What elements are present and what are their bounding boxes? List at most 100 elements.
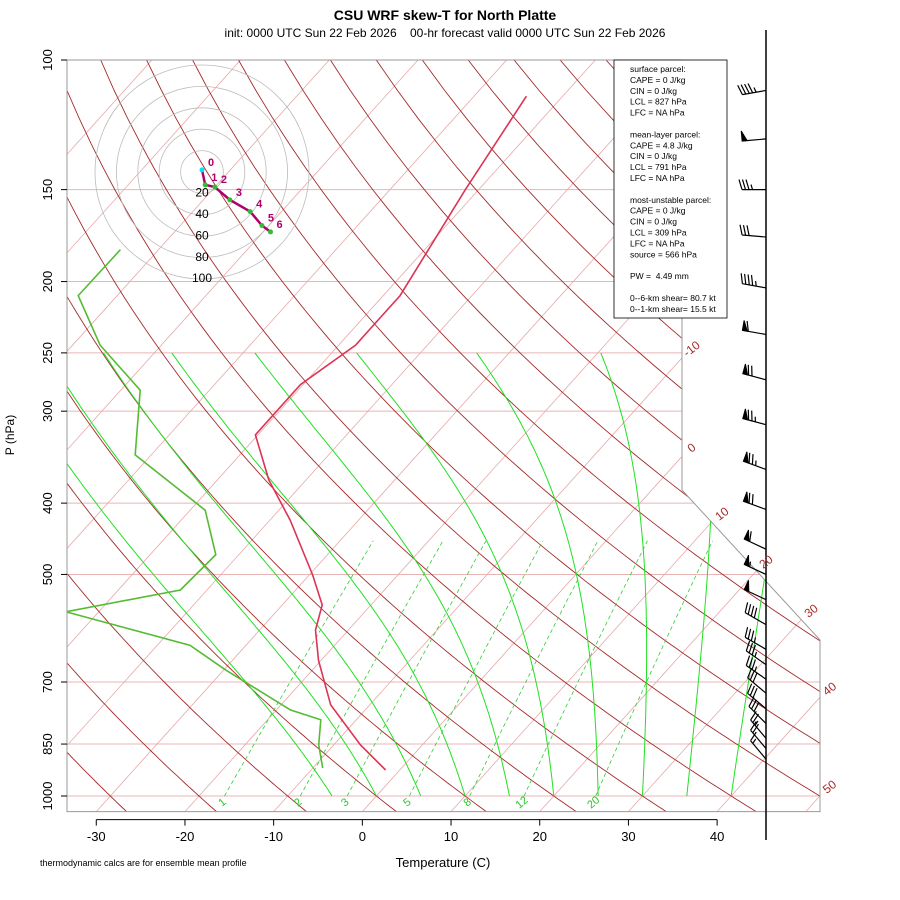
moist-adiabat — [254, 352, 510, 797]
mixing-ratio-line — [523, 540, 648, 797]
dry-adiabat — [67, 60, 397, 812]
wind-barb — [740, 130, 767, 142]
mixing-ratio-line — [409, 540, 544, 797]
dry-adiabat — [100, 60, 820, 812]
stats-line: CAPE = 4.8 J/kg — [630, 140, 693, 150]
barb-lines — [745, 655, 767, 680]
x-tick-label: 20 — [532, 829, 546, 844]
wind-barb — [743, 529, 767, 550]
moist-adiabat — [356, 352, 555, 797]
stats-line: PW = 4.49 mm — [630, 271, 689, 281]
barb-flags — [743, 529, 750, 542]
wind-barb — [738, 179, 767, 191]
stats-line: LCL = 309 hPa — [630, 228, 687, 238]
hodograph-ring — [158, 128, 246, 216]
barb-lines — [739, 224, 767, 238]
barb-lines — [738, 179, 767, 191]
wind-barb — [747, 683, 767, 710]
barb-lines — [737, 83, 767, 96]
barb-lines — [743, 452, 767, 471]
isotherm — [539, 60, 820, 812]
isotherm — [628, 60, 820, 812]
wind-barb — [744, 626, 767, 650]
x-tick-label: 10 — [444, 829, 458, 844]
wind-barb — [750, 721, 767, 749]
wind-barb — [745, 655, 767, 680]
y-tick-label: 400 — [40, 492, 55, 514]
stats-line: surface parcel: — [630, 64, 686, 74]
moist-adiabat — [67, 352, 333, 797]
hodograph-height-label: 2 — [221, 174, 227, 186]
hodograph-height-label: 4 — [256, 199, 263, 211]
dry-adiabat — [238, 60, 820, 812]
dry-adiabat — [67, 60, 757, 812]
hodograph-point — [199, 167, 205, 173]
moist-adiabat — [103, 352, 422, 797]
y-tick-label: 200 — [40, 271, 55, 293]
dry-adiabat — [67, 60, 577, 812]
stats-line: source = 566 hPa — [630, 249, 697, 259]
y-tick-label: 150 — [40, 179, 55, 201]
x-tick-label: -30 — [87, 829, 106, 844]
wind-barb — [745, 640, 767, 666]
barb-lines — [747, 683, 767, 710]
chart-title: CSU WRF skew-T for North Platte — [334, 7, 557, 23]
y-tick-label: 250 — [40, 342, 55, 364]
y-tick-label: 850 — [40, 733, 55, 755]
dry-adiabat — [67, 60, 667, 812]
stats-line: 0--6-km shear= 80.7 kt — [630, 293, 716, 303]
hodograph-point — [227, 197, 233, 203]
chart-subtitle: init: 0000 UTC Sun 22 Feb 2026 00-hr for… — [225, 26, 666, 40]
wind-barb — [744, 602, 767, 626]
barb-lines — [740, 273, 767, 289]
barb-lines — [742, 409, 767, 426]
y-tick-label: 500 — [40, 564, 55, 586]
isotherm — [67, 60, 685, 812]
stats-line: CAPE = 0 J/kg — [630, 206, 686, 216]
hodograph-point — [247, 209, 253, 215]
moist-adiabat — [600, 352, 648, 796]
y-tick-label: 700 — [40, 671, 55, 693]
wind-barb — [742, 451, 767, 471]
isotherm — [67, 60, 596, 812]
barb-lines — [750, 731, 767, 760]
barb-flags — [742, 363, 749, 376]
hodograph-point — [202, 182, 208, 188]
hodograph-ring — [180, 150, 224, 194]
stats-line: CIN = 0 J/kg — [630, 86, 677, 96]
x-tick-label: 30 — [621, 829, 635, 844]
footnote: thermodynamic calcs are for ensemble mea… — [40, 858, 247, 868]
moist-adiabat — [67, 352, 377, 797]
barb-flags — [743, 554, 750, 568]
mixing-ratio-line — [299, 540, 444, 797]
wind-barb — [741, 320, 767, 336]
hodograph-height-label: 0 — [208, 157, 214, 169]
stats-line: CIN = 0 J/kg — [630, 217, 677, 227]
mixing-ratio-line — [469, 540, 599, 797]
stats-line: 0--1-km shear= 15.5 kt — [630, 304, 716, 314]
wind-barb — [747, 667, 767, 694]
stats-line: LFC = NA hPa — [630, 108, 685, 118]
hodograph-ring-label: 40 — [195, 207, 209, 221]
wind-barb — [743, 580, 767, 601]
wind-barb — [739, 224, 767, 238]
stats-line: LFC = NA hPa — [630, 173, 685, 183]
hodograph-ring — [137, 107, 267, 237]
hodograph-height-label: 1 — [211, 172, 217, 184]
stats-line: LFC = NA hPa — [630, 238, 685, 248]
wind-barb — [743, 554, 767, 575]
barb-flags — [741, 320, 749, 332]
wind-barb — [742, 363, 767, 381]
hodograph-ring — [116, 86, 288, 258]
x-tick-label: -10 — [264, 829, 283, 844]
barb-flags — [742, 451, 749, 464]
stats-line: CIN = 0 J/kg — [630, 151, 677, 161]
temperature-profile — [254, 95, 528, 771]
hodograph-point — [259, 223, 265, 228]
mixing-ratio-line — [224, 540, 374, 797]
barb-lines — [744, 602, 767, 626]
y-axis-label: P (hPa) — [3, 415, 17, 455]
isotherm — [67, 60, 241, 812]
